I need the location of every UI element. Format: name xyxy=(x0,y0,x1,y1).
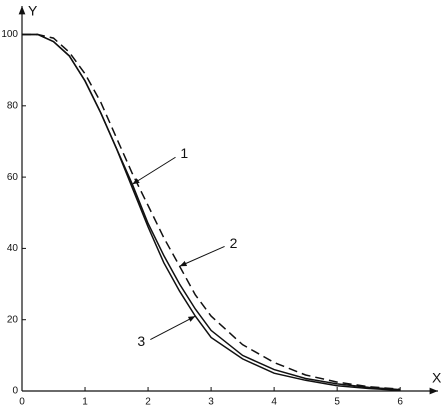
annotation-arrow xyxy=(179,245,225,267)
x-tick-label: 3 xyxy=(208,397,214,408)
y-tick-label: 80 xyxy=(7,100,19,111)
annotation-arrow xyxy=(132,156,176,185)
x-tick-label: 2 xyxy=(145,397,151,408)
x-tick-label: 4 xyxy=(271,397,277,408)
x-tick-label: 0 xyxy=(19,397,25,408)
x-tick-label: 5 xyxy=(334,397,340,408)
curve-label: 1 xyxy=(180,145,188,161)
x-tick-label: 1 xyxy=(82,397,88,408)
curve-label: 2 xyxy=(230,235,238,251)
y-tick-label: 100 xyxy=(1,29,18,40)
curve-label: 3 xyxy=(137,333,145,349)
x-tick-label: 6 xyxy=(397,397,403,408)
annotation-arrow xyxy=(150,315,196,340)
y-tick-label: 60 xyxy=(7,172,19,183)
y-tick-label: 20 xyxy=(7,314,19,325)
y-tick-label: 0 xyxy=(12,386,18,397)
y-axis-label: Y xyxy=(28,3,38,19)
series-line xyxy=(22,33,401,392)
series-line xyxy=(22,33,401,390)
x-axis-label: X xyxy=(432,370,442,386)
y-tick-label: 40 xyxy=(7,243,19,254)
